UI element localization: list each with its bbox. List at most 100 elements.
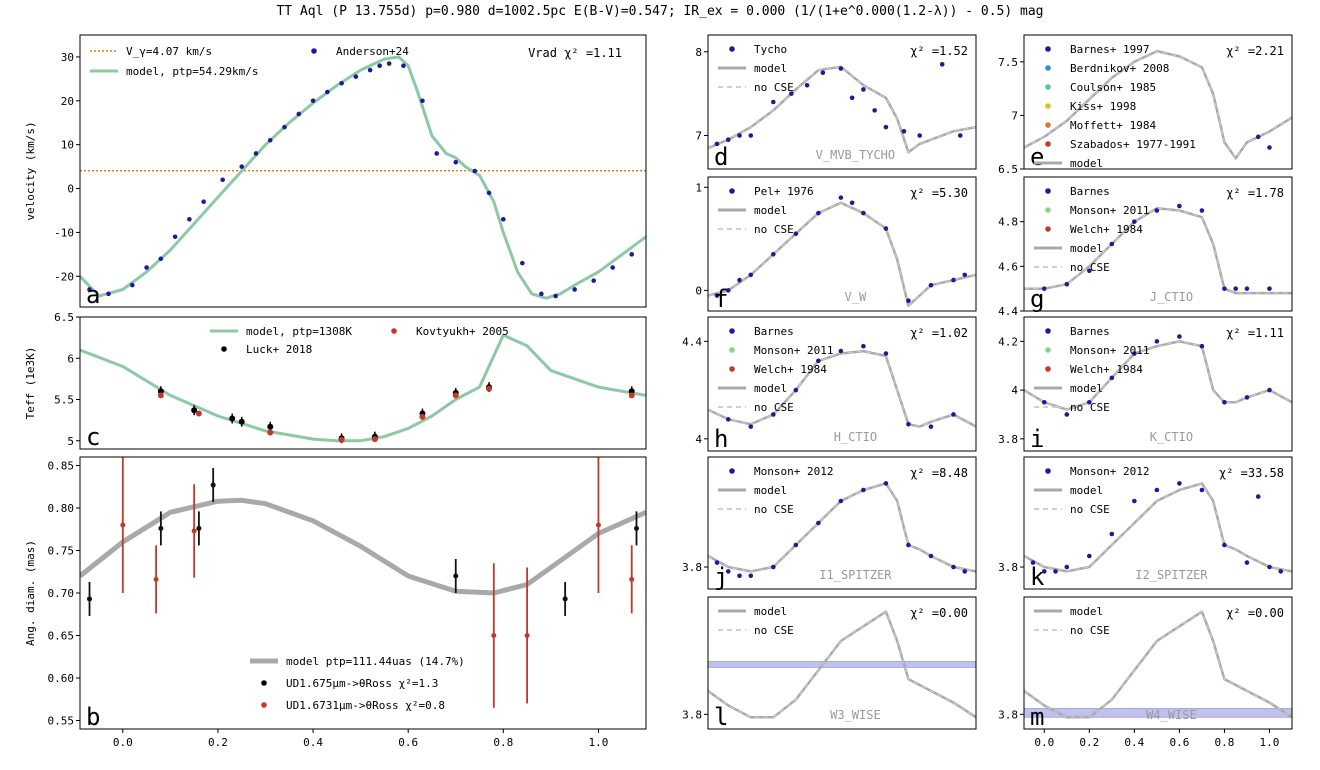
obs-point-h xyxy=(928,424,934,429)
red-point xyxy=(191,528,197,534)
obs-point-a xyxy=(629,252,635,257)
ytick-label: 6.5 xyxy=(998,163,1018,176)
obs-point-i xyxy=(1064,412,1070,417)
svg-text:Welch+ 1984: Welch+ 1984 xyxy=(1070,363,1143,376)
legend-entry-a: model, ptp=54.29km/s xyxy=(90,65,258,78)
legend-entry-i: Monson+ 2011 xyxy=(1045,344,1149,357)
svg-text:UD1.675μm->θRoss χ²=1.3: UD1.675μm->θRoss χ²=1.3 xyxy=(286,677,438,690)
model-line-g xyxy=(1024,207,1292,295)
svg-text:Anderson+24: Anderson+24 xyxy=(336,45,409,58)
ytick-label: 7 xyxy=(1011,109,1018,122)
obs-point-j xyxy=(962,569,968,574)
obs-point-d xyxy=(883,124,889,130)
svg-text:no CSE: no CSE xyxy=(754,81,794,94)
obs-point-h xyxy=(771,412,776,417)
red-point xyxy=(595,522,601,528)
legend-entry-i: model xyxy=(1034,382,1103,395)
obs-point-d xyxy=(771,99,776,105)
obs-point-d xyxy=(957,133,963,138)
model-line-b xyxy=(80,497,646,596)
nocse-line-i xyxy=(1024,340,1292,411)
obs-point-e xyxy=(1255,134,1261,140)
ytick-label: 1 xyxy=(695,181,702,194)
panel-letter-m: m xyxy=(1030,703,1044,731)
band-label-d: V_MVB_TYCHO xyxy=(816,148,895,162)
obs-point-a xyxy=(472,168,478,174)
svg-text:Luck+ 2018: Luck+ 2018 xyxy=(246,343,312,356)
obs-point-a xyxy=(377,63,382,69)
ytick-label: -10 xyxy=(54,226,74,239)
obs-point-a xyxy=(401,63,406,69)
legend-entry-h: Monson+ 2011 xyxy=(729,344,833,357)
wise-band-m xyxy=(1024,708,1292,718)
kovtyukh-point xyxy=(452,392,459,399)
obs-point-g xyxy=(1233,286,1238,291)
legend-entry-e: Berdnikov+ 2008 xyxy=(1045,62,1169,75)
ytick-label: 5 xyxy=(67,435,74,448)
kovtyukh-point xyxy=(419,413,426,420)
legend-entry-j: no CSE xyxy=(718,503,794,516)
obs-point-d xyxy=(872,108,877,113)
black-point xyxy=(87,596,93,602)
panel-letter-g: g xyxy=(1030,285,1044,313)
model-line-f xyxy=(708,201,976,308)
panel-letter-d: d xyxy=(714,143,728,171)
frame-j xyxy=(707,456,977,590)
svg-text:no CSE: no CSE xyxy=(1070,401,1110,414)
obs-point-d xyxy=(748,133,754,138)
panel-letter-h: h xyxy=(714,425,728,453)
svg-text:no CSE: no CSE xyxy=(754,503,794,516)
luck-point xyxy=(191,407,198,414)
legend-entry-k: Monson+ 2012 xyxy=(1045,465,1149,478)
black-point xyxy=(210,482,216,488)
xtick-label: 0.6 xyxy=(398,736,418,749)
black-point xyxy=(562,596,568,602)
obs-point-a xyxy=(87,287,92,292)
legend-entry-e: model xyxy=(1034,157,1103,170)
band-label-m: W4_WISE xyxy=(1146,708,1197,722)
model-line-c xyxy=(80,333,646,443)
obs-point-d xyxy=(820,70,826,75)
obs-point-g xyxy=(1132,219,1137,224)
svg-text:Barnes: Barnes xyxy=(1070,185,1110,198)
legend-entry-m: model xyxy=(1034,605,1103,618)
obs-point-i xyxy=(1267,387,1272,393)
ytick-label: 3.8 xyxy=(682,708,702,721)
obs-point-a xyxy=(187,216,192,222)
panel-letter-j: j xyxy=(714,563,728,591)
xtick-label: 0.4 xyxy=(1124,736,1144,749)
legend-entry-l: no CSE xyxy=(718,624,794,637)
svg-text:Moffett+ 1984: Moffett+ 1984 xyxy=(1070,119,1156,132)
frame-h xyxy=(707,316,977,452)
obs-point-g xyxy=(1244,286,1250,291)
frame-i xyxy=(1023,316,1293,452)
xtick-label: 1.0 xyxy=(588,736,608,749)
obs-point-g xyxy=(1199,208,1205,213)
chi-label-g: χ² =1.78 xyxy=(1226,186,1284,200)
obs-point-f xyxy=(906,298,911,303)
obs-point-a xyxy=(201,199,206,205)
frame-g xyxy=(1023,176,1293,312)
svg-text:model: model xyxy=(754,484,787,497)
kovtyukh-point xyxy=(157,392,164,399)
luck-point xyxy=(267,423,274,430)
obs-point-d xyxy=(917,133,922,138)
chi-label-m: χ² =0.00 xyxy=(1226,606,1284,620)
chi-label-j: χ² =8.48 xyxy=(910,466,968,480)
obs-point-j xyxy=(951,564,956,570)
svg-text:Tycho: Tycho xyxy=(754,43,787,56)
obs-point-j xyxy=(861,487,866,493)
obs-point-k xyxy=(1041,569,1047,574)
panel-g: 4.4 4.6 4.8 g J_CTIO χ² =1.78 Barnes Monson+ 20… xyxy=(998,176,1293,318)
luck-point xyxy=(229,415,236,422)
model-line-h xyxy=(708,349,976,428)
red-point xyxy=(153,576,159,582)
xtick-label: 0.8 xyxy=(493,736,513,749)
obs-point-a xyxy=(267,137,273,143)
svg-text:Coulson+ 1985: Coulson+ 1985 xyxy=(1070,81,1156,94)
obs-point-g xyxy=(1087,268,1092,274)
obs-point-f xyxy=(849,200,855,206)
ytick-label: 4.2 xyxy=(998,335,1018,348)
obs-point-a xyxy=(501,216,506,222)
panel-h: 4 4.4 h H_CTIO χ² =1.02 Barnes Monson+ 2011 Wel… xyxy=(682,316,977,453)
